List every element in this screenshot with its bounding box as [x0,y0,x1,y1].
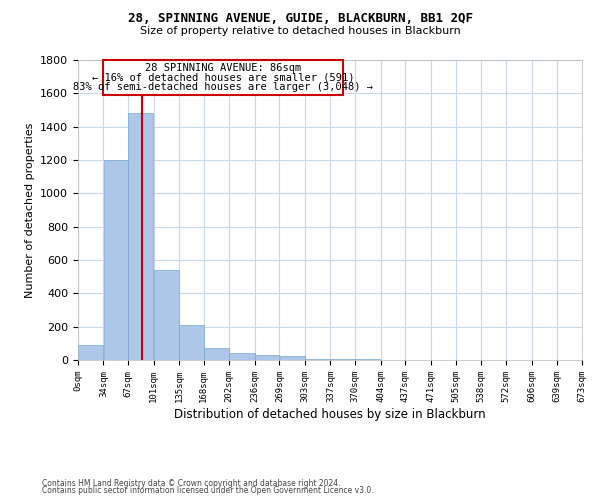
Text: 28, SPINNING AVENUE, GUIDE, BLACKBURN, BB1 2QF: 28, SPINNING AVENUE, GUIDE, BLACKBURN, B… [128,12,473,26]
Text: ← 16% of detached houses are smaller (591): ← 16% of detached houses are smaller (59… [92,72,355,83]
Bar [179,325,203,360]
Text: Contains public sector information licensed under the Open Government Licence v3: Contains public sector information licen… [42,486,374,495]
Bar [78,345,103,360]
Bar [229,354,254,360]
Bar [154,270,179,360]
Text: 83% of semi-detached houses are larger (3,048) →: 83% of semi-detached houses are larger (… [73,82,373,92]
Y-axis label: Number of detached properties: Number of detached properties [25,122,35,298]
Bar [128,114,154,360]
Bar [305,359,330,360]
Bar [204,348,229,360]
Bar [355,359,380,360]
Text: Size of property relative to detached houses in Blackburn: Size of property relative to detached ho… [140,26,460,36]
Text: Contains HM Land Registry data © Crown copyright and database right 2024.: Contains HM Land Registry data © Crown c… [42,478,341,488]
FancyBboxPatch shape [103,60,343,95]
Bar [104,160,128,360]
Bar [331,359,355,360]
Text: 28 SPINNING AVENUE: 86sqm: 28 SPINNING AVENUE: 86sqm [145,64,301,74]
Bar [255,355,279,360]
X-axis label: Distribution of detached houses by size in Blackburn: Distribution of detached houses by size … [174,408,486,420]
Bar [280,356,305,360]
